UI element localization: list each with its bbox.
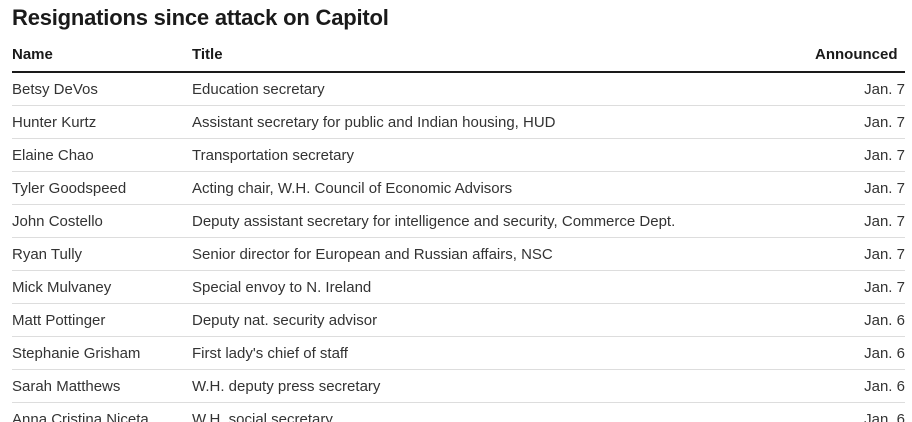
resignations-table: Name Title Announced Betsy DeVos Educati… [12, 42, 905, 422]
cell-title: Special envoy to N. Ireland [192, 270, 815, 304]
header-row: Name Title Announced [12, 42, 905, 73]
cell-title: Deputy nat. security advisor [192, 303, 815, 337]
cell-name: Elaine Chao [12, 138, 192, 172]
cell-title: W.H. deputy press secretary [192, 369, 815, 403]
cell-name: Ryan Tully [12, 237, 192, 271]
table-row: Anna Cristina Niceta W.H. social secreta… [12, 403, 905, 422]
cell-announced: Jan. 7 [815, 72, 905, 106]
cell-title: Deputy assistant secretary for intellige… [192, 204, 815, 238]
cell-announced: Jan. 7 [815, 105, 905, 139]
table-row: Stephanie Grisham First lady's chief of … [12, 336, 905, 370]
table-header: Name Title Announced [12, 42, 905, 73]
cell-name: Hunter Kurtz [12, 105, 192, 139]
table-row: Elaine Chao Transportation secretary Jan… [12, 138, 905, 172]
table-row: Betsy DeVos Education secretary Jan. 7 [12, 72, 905, 106]
cell-title: Acting chair, W.H. Council of Economic A… [192, 171, 815, 205]
cell-name: Sarah Matthews [12, 369, 192, 403]
cell-announced: Jan. 7 [815, 171, 905, 205]
table-row: John Costello Deputy assistant secretary… [12, 204, 905, 238]
cell-name: John Costello [12, 204, 192, 238]
cell-name: Anna Cristina Niceta [12, 411, 149, 422]
cell-announced: Jan. 7 [815, 237, 905, 271]
cell-title: Transportation secretary [192, 138, 815, 172]
cell-announced: Jan. 6 [815, 336, 905, 370]
table-row: Matt Pottinger Deputy nat. security advi… [12, 303, 905, 337]
cell-name: Mick Mulvaney [12, 270, 192, 304]
table-row: Tyler Goodspeed Acting chair, W.H. Counc… [12, 171, 905, 205]
cell-name: Matt Pottinger [12, 303, 192, 337]
cell-title: Senior director for European and Russian… [192, 237, 815, 271]
cell-announced: Jan. 6 [864, 411, 905, 422]
column-header-title: Title [192, 42, 815, 73]
cell-announced: Jan. 7 [815, 270, 905, 304]
cell-announced: Jan. 6 [815, 303, 905, 337]
table-body: Betsy DeVos Education secretary Jan. 7 H… [12, 72, 905, 422]
table-row: Sarah Matthews W.H. deputy press secreta… [12, 369, 905, 403]
cell-name: Tyler Goodspeed [12, 171, 192, 205]
cell-name: Betsy DeVos [12, 72, 192, 106]
cell-name: Stephanie Grisham [12, 336, 192, 370]
page-title: Resignations since attack on Capitol [12, 5, 389, 30]
table-row: Hunter Kurtz Assistant secretary for pub… [12, 105, 905, 139]
table-row: Mick Mulvaney Special envoy to N. Irelan… [12, 270, 905, 304]
cell-announced: Jan. 7 [815, 204, 905, 238]
cell-title: Assistant secretary for public and India… [192, 105, 815, 139]
column-header-announced: Announced [815, 42, 905, 73]
cell-announced: Jan. 7 [815, 138, 905, 172]
cell-title: First lady's chief of staff [192, 336, 815, 370]
cell-title: W.H. social secretary [192, 411, 333, 422]
cell-announced: Jan. 6 [815, 369, 905, 403]
column-header-name: Name [12, 42, 192, 73]
table-row: Ryan Tully Senior director for European … [12, 237, 905, 271]
cell-title: Education secretary [192, 72, 815, 106]
